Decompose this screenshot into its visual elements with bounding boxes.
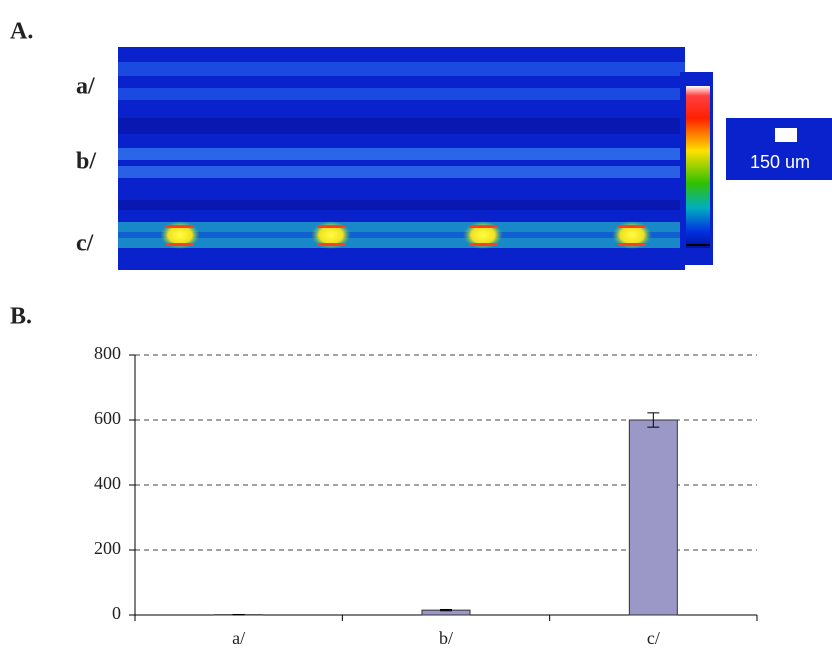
- row-label: c/: [76, 231, 94, 257]
- scale-label: 150 um: [750, 152, 810, 172]
- panel-label: B.: [10, 304, 32, 330]
- y-tick-label: 0: [112, 603, 121, 623]
- bar-chart: 0 200 400 600 800 a/b/c/: [94, 343, 758, 648]
- error-bar: [647, 412, 660, 428]
- bar: [628, 419, 678, 616]
- y-tick-label: 200: [94, 538, 121, 558]
- y-tick-label: 600: [94, 408, 121, 428]
- panel-label: A.: [10, 19, 33, 45]
- y-tick-label: 800: [94, 343, 121, 363]
- row-label: b/: [76, 149, 96, 175]
- x-tick-label: c/: [647, 628, 660, 648]
- x-tick-label: b/: [439, 628, 453, 648]
- x-tick-label: a/: [232, 628, 245, 648]
- color-bar: [680, 72, 713, 265]
- row-label: a/: [76, 74, 95, 100]
- fluorescence-image: [118, 47, 685, 270]
- scale-bar: 150 um: [726, 118, 832, 180]
- error-bar: [440, 608, 452, 612]
- y-tick-label: 400: [94, 473, 121, 493]
